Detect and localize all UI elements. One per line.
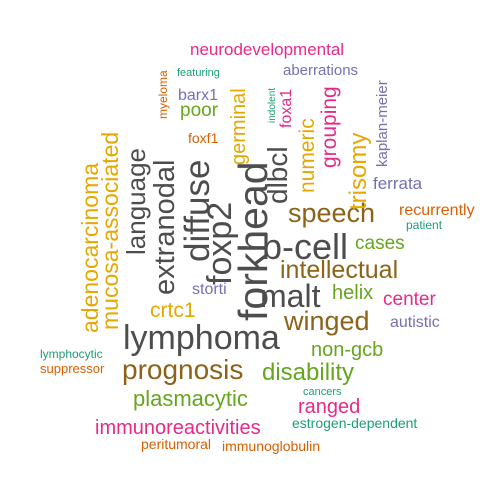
word-cases: cases xyxy=(355,233,405,254)
word-estrogen-dependent: estrogen-dependent xyxy=(292,415,418,431)
word-featuring: featuring xyxy=(177,67,220,79)
word-myeloma: myeloma xyxy=(156,70,170,119)
word-winged: winged xyxy=(284,306,370,336)
word-dlbcl: dlbcl xyxy=(262,146,293,204)
word-grouping: grouping xyxy=(318,86,341,168)
word-poor: poor xyxy=(180,100,219,121)
word-language: language xyxy=(121,148,151,255)
word-extranodal: extranodal xyxy=(149,159,181,295)
word-intellectual: intellectual xyxy=(280,256,399,284)
word-numeric: numeric xyxy=(296,118,319,193)
word-indolent: indolent xyxy=(267,87,278,123)
word-plasmacytic: plasmacytic xyxy=(133,386,248,411)
word-ferrata: ferrata xyxy=(373,174,423,193)
word-ranged: ranged xyxy=(298,396,361,418)
word-autistic: autistic xyxy=(390,314,440,331)
word-storti: storti xyxy=(192,281,227,298)
word-cancers: cancers xyxy=(303,386,342,398)
word-disability: disability xyxy=(262,359,355,386)
word-foxa1: foxa1 xyxy=(278,88,295,128)
word-immunoreactivities: immunoreactivities xyxy=(95,417,261,439)
word-immunoglobulin: immunoglobulin xyxy=(222,438,321,454)
word-peritumoral: peritumoral xyxy=(141,436,212,452)
word-center: center xyxy=(383,289,436,310)
word-mucosa-associated: mucosa-associated xyxy=(97,131,123,330)
word-prognosis: prognosis xyxy=(122,354,244,385)
word-barx1: barx1 xyxy=(178,87,219,104)
word-recurrently: recurrently xyxy=(399,202,475,219)
word-non-gcb: non-gcb xyxy=(311,339,384,361)
word-aberrations: aberrations xyxy=(283,62,359,79)
word-neurodevelopmental: neurodevelopmental xyxy=(190,40,345,59)
word-crtc1: crtc1 xyxy=(150,299,196,322)
word-lymphoma: lymphoma xyxy=(123,319,280,357)
word-trisomy: trisomy xyxy=(345,132,372,210)
word-speech: speech xyxy=(288,198,376,228)
word-malt: malt xyxy=(260,278,321,314)
word-germinal: germinal xyxy=(228,88,250,165)
word-patient: patient xyxy=(406,218,443,232)
word-b-cell: b-cell xyxy=(262,226,349,267)
word-lymphocytic: lymphocytic xyxy=(40,347,103,361)
word-suppressor: suppressor xyxy=(40,361,105,376)
word-kaplan-meier: kaplan-meier xyxy=(374,80,391,167)
word-foxf1: foxf1 xyxy=(188,130,219,146)
word-helix: helix xyxy=(332,282,374,304)
